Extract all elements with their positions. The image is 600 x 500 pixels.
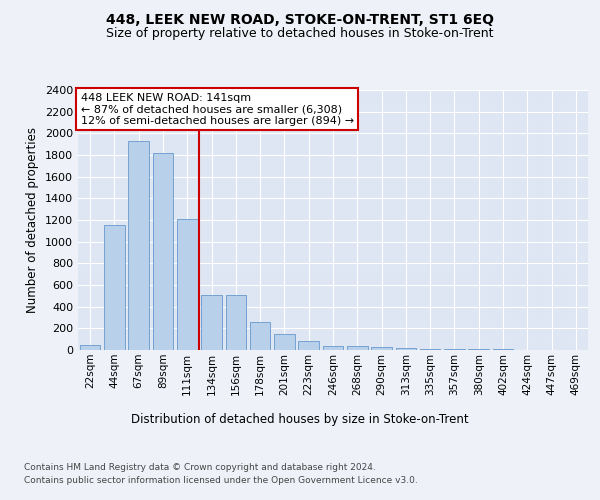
Text: Contains public sector information licensed under the Open Government Licence v3: Contains public sector information licen… [24,476,418,485]
Bar [347,346,368,350]
Bar [201,294,222,350]
Bar [250,322,271,350]
Bar [226,294,246,350]
Bar [80,344,100,350]
Bar [371,347,392,350]
Bar [152,153,173,350]
Y-axis label: Number of detached properties: Number of detached properties [26,127,40,313]
Text: Contains HM Land Registry data © Crown copyright and database right 2024.: Contains HM Land Registry data © Crown c… [24,462,376,471]
Text: Distribution of detached houses by size in Stoke-on-Trent: Distribution of detached houses by size … [131,412,469,426]
Bar [323,346,343,350]
Bar [274,334,295,350]
Bar [177,219,197,350]
Bar [128,141,149,350]
Bar [104,226,125,350]
Text: Size of property relative to detached houses in Stoke-on-Trent: Size of property relative to detached ho… [106,28,494,40]
Text: 448, LEEK NEW ROAD, STOKE-ON-TRENT, ST1 6EQ: 448, LEEK NEW ROAD, STOKE-ON-TRENT, ST1 … [106,12,494,26]
Bar [298,342,319,350]
Bar [395,348,416,350]
Bar [444,349,465,350]
Text: 448 LEEK NEW ROAD: 141sqm
← 87% of detached houses are smaller (6,308)
12% of se: 448 LEEK NEW ROAD: 141sqm ← 87% of detac… [80,92,353,126]
Bar [420,348,440,350]
